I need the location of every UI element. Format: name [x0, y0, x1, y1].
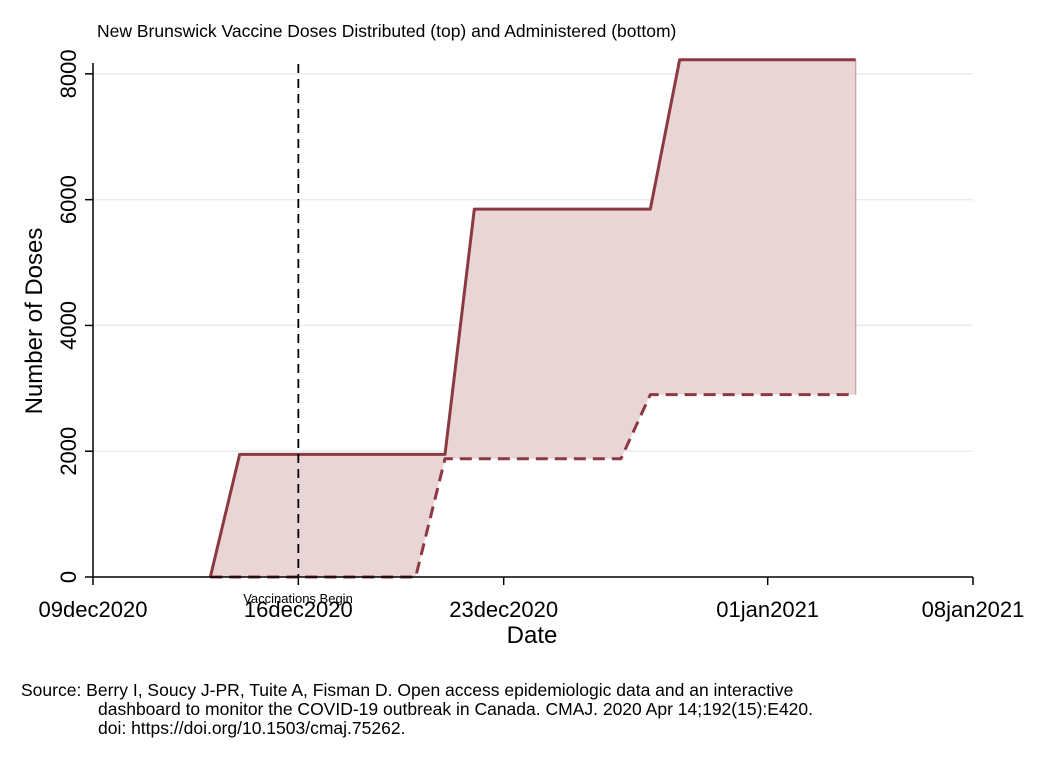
source-line-2: dashboard to monitor the COVID-19 outbre…: [98, 699, 814, 719]
source-line-3: doi: https://doi.org/10.1503/cmaj.75262.: [98, 718, 406, 738]
y-tick-label: 8000: [56, 49, 81, 98]
area-band: [210, 59, 856, 578]
source-note: Source: Berry I, Soucy J-PR, Tuite A, Fi…: [21, 681, 813, 738]
x-axis-title: Date: [507, 622, 558, 649]
x-tick-label: 23dec2020: [449, 597, 558, 622]
chart: 0 2000 4000 6000 8000 09dec2020 16dec2020 23dec…: [21, 21, 1025, 649]
series-line-distributed: [208, 58, 856, 578]
x-tick-label: 16dec2020: [244, 597, 353, 622]
axes: 0 2000 4000 6000 8000 09dec2020 16dec2020 23dec…: [39, 49, 1025, 622]
x-tick-label: 01jan2021: [716, 597, 819, 622]
y-tick-label: 4000: [56, 301, 81, 350]
source-line-1: Source: Berry I, Soucy J-PR, Tuite A, Fi…: [21, 680, 794, 700]
chart-title: New Brunswick Vaccine Doses Distributed …: [97, 21, 676, 41]
y-tick-label: 0: [56, 571, 81, 583]
x-tick-label: 09dec2020: [39, 597, 148, 622]
y-axis-title: Number of Doses: [21, 228, 48, 415]
x-tick-label: 08jan2021: [922, 597, 1025, 622]
area-layer: [208, 58, 857, 579]
text-layer: New Brunswick Vaccine Doses Distributed …: [21, 21, 676, 649]
y-tick-label: 2000: [56, 427, 81, 476]
y-tick-label: 6000: [56, 175, 81, 224]
vline-label: Vaccinations Begin: [243, 591, 353, 606]
